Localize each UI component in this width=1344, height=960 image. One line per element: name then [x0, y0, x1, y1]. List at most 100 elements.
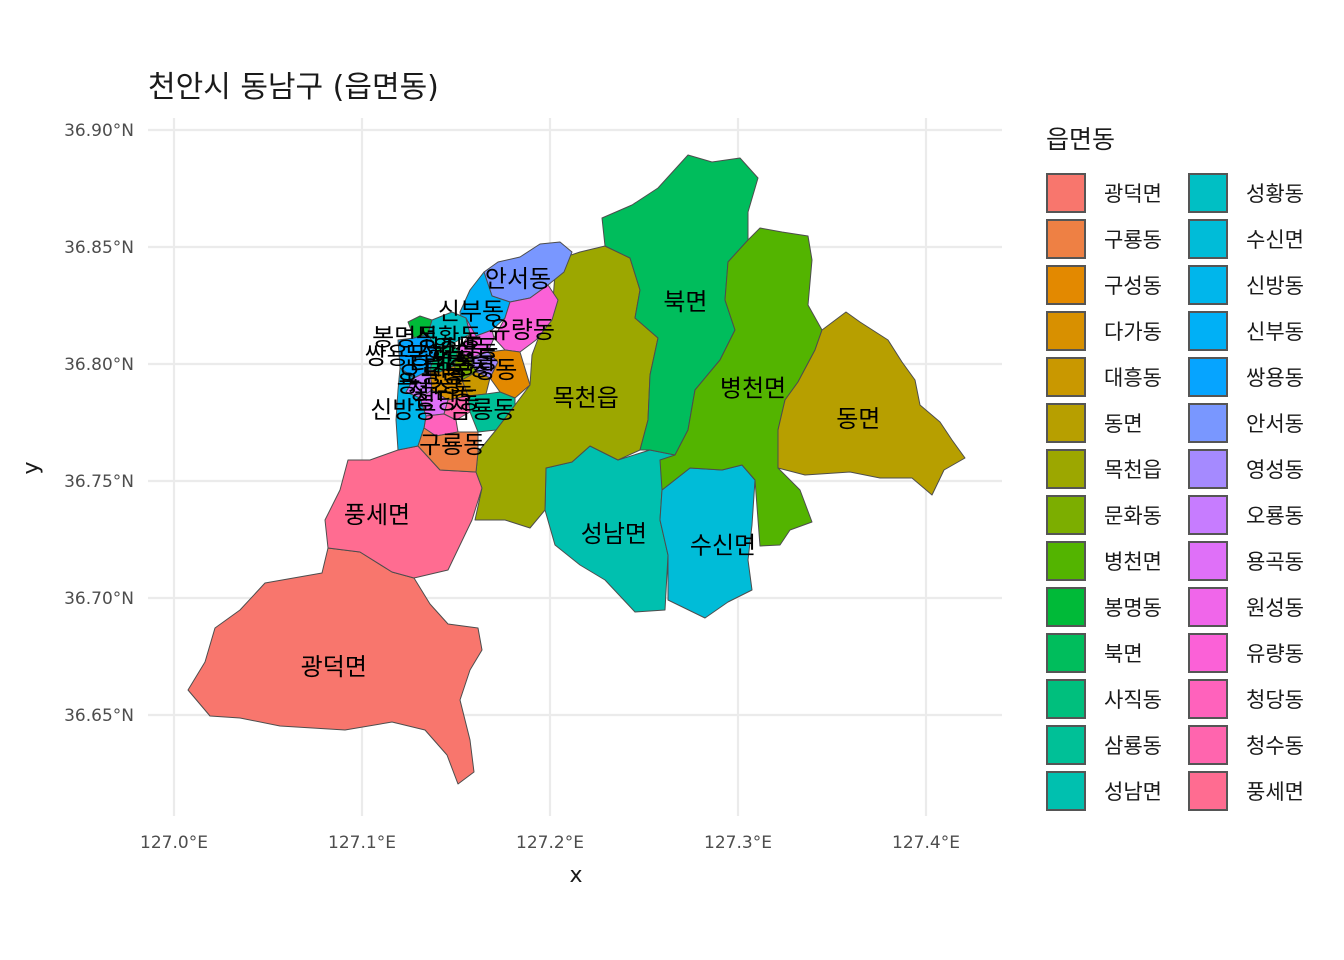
legend-label: 사직동 — [1104, 688, 1162, 712]
legend-label: 삼룡동 — [1104, 734, 1162, 758]
y-axis-label: y — [19, 461, 44, 474]
y-tick-label: 36.80°N — [64, 355, 134, 375]
legend-label: 문화동 — [1104, 504, 1162, 528]
legend-swatch — [1046, 403, 1086, 443]
legend-item[interactable]: 사직동 — [1046, 676, 1188, 722]
region-label: 사직동 — [419, 335, 485, 363]
legend-item[interactable]: 오룡동 — [1188, 492, 1330, 538]
legend-label: 다가동 — [1104, 320, 1162, 344]
legend-swatch — [1188, 541, 1228, 581]
legend-swatch — [1046, 771, 1086, 811]
legend-item[interactable]: 쌍용동 — [1188, 354, 1330, 400]
legend-item[interactable]: 원성동 — [1188, 584, 1330, 630]
region-dong[interactable] — [777, 311, 966, 496]
legend-swatch — [1046, 219, 1086, 259]
legend-item[interactable]: 북면 — [1046, 630, 1188, 676]
region-label: 다가동 — [410, 351, 476, 379]
legend-swatch — [1046, 587, 1086, 627]
legend-label: 영성동 — [1246, 458, 1304, 482]
y-tick-label: 36.90°N — [64, 121, 134, 141]
legend-item[interactable]: 다가동 — [1046, 308, 1188, 354]
legend-swatch — [1188, 587, 1228, 627]
region-label: 신방동 — [370, 396, 436, 424]
legend-swatch — [1188, 173, 1228, 213]
region-label: 목천읍 — [553, 384, 619, 412]
legend-item[interactable]: 청수동 — [1188, 722, 1330, 768]
legend-item[interactable]: 문화동 — [1046, 492, 1188, 538]
legend-swatch — [1046, 495, 1086, 535]
legend-item[interactable]: 신방동 — [1188, 262, 1330, 308]
y-axis-ticks: 36.90°N 36.85°N 36.80°N 36.75°N 36.70°N … — [64, 121, 134, 726]
legend-swatch — [1046, 449, 1086, 489]
region-label: 대흥동 — [425, 354, 491, 382]
legend-item[interactable]: 대흥동 — [1046, 354, 1188, 400]
legend-label: 원성동 — [1246, 596, 1304, 620]
legend-label: 신부동 — [1246, 320, 1304, 344]
region-label: 삼룡동 — [449, 396, 515, 424]
legend-swatch — [1188, 495, 1228, 535]
legend-label: 청수동 — [1246, 734, 1304, 758]
legend-label: 성황동 — [1246, 182, 1304, 206]
region-label: 쌍용동 — [365, 342, 431, 370]
region-cheongsu[interactable] — [443, 395, 471, 421]
legend-label: 안서동 — [1246, 412, 1304, 436]
legend-item[interactable]: 봉명동 — [1046, 584, 1188, 630]
legend-label: 유량동 — [1246, 642, 1304, 666]
region-label: 성황동 — [415, 323, 481, 351]
legend-item[interactable]: 병천면 — [1046, 538, 1188, 584]
legend-swatch — [1188, 357, 1228, 397]
region-yuryang[interactable] — [493, 284, 559, 353]
legend-title: 읍면동 — [1046, 125, 1116, 154]
legend-item[interactable]: 구룡동 — [1046, 216, 1188, 262]
region-label: 안서동 — [485, 265, 551, 293]
legend-item[interactable]: 성황동 — [1188, 170, 1330, 216]
y-tick-label: 36.70°N — [64, 589, 134, 609]
region-label: 유량동 — [489, 316, 555, 344]
region-label: 성남면 — [581, 520, 647, 548]
legend-item[interactable]: 풍세면 — [1188, 768, 1330, 814]
region-gwangdeok[interactable] — [187, 547, 483, 785]
legend-item[interactable]: 안서동 — [1188, 400, 1330, 446]
x-axis-ticks: 127.0°E 127.1°E 127.2°E 127.3°E 127.4°E — [140, 833, 960, 853]
legend-swatch — [1188, 771, 1228, 811]
y-tick-label: 36.75°N — [64, 472, 134, 492]
region-label: 청수동 — [408, 377, 474, 405]
region-guryong[interactable] — [417, 427, 479, 473]
legend-item[interactable]: 목천읍 — [1046, 446, 1188, 492]
legend-item[interactable]: 광덕면 — [1046, 170, 1188, 216]
legend-label: 대흥동 — [1104, 366, 1162, 390]
region-label: 풍세면 — [344, 501, 410, 529]
legend-item[interactable]: 신부동 — [1188, 308, 1330, 354]
region-seonghwang[interactable] — [427, 311, 471, 349]
region-byeongcheon[interactable] — [659, 227, 823, 547]
region-label: 병천면 — [720, 375, 786, 403]
legend-swatch — [1188, 219, 1228, 259]
legend-label: 광덕면 — [1104, 182, 1162, 206]
legend-item[interactable]: 수신면 — [1188, 216, 1330, 262]
legend-item[interactable]: 청당동 — [1188, 676, 1330, 722]
y-tick-label: 36.65°N — [64, 706, 134, 726]
legend-label: 수신면 — [1246, 228, 1304, 252]
legend-label: 병천면 — [1104, 550, 1162, 574]
legend-item[interactable]: 성남면 — [1046, 768, 1188, 814]
legend-label: 용곡동 — [1246, 550, 1304, 574]
legend-item[interactable]: 유량동 — [1188, 630, 1330, 676]
region-label: 청당동 — [413, 386, 479, 414]
legend-swatch — [1046, 679, 1086, 719]
legend-item[interactable]: 동면 — [1046, 400, 1188, 446]
region-polygons — [187, 154, 966, 785]
x-tick-label: 127.4°E — [892, 833, 960, 853]
legend-item[interactable]: 삼룡동 — [1046, 722, 1188, 768]
legend-label: 청당동 — [1246, 688, 1304, 712]
legend-swatch — [1046, 725, 1086, 765]
x-tick-label: 127.3°E — [704, 833, 772, 853]
legend-swatch — [1188, 679, 1228, 719]
region-samryong[interactable] — [467, 391, 516, 433]
legend-item[interactable]: 용곡동 — [1188, 538, 1330, 584]
legend-item[interactable]: 영성동 — [1188, 446, 1330, 492]
legend-item[interactable]: 구성동 — [1046, 262, 1188, 308]
region-label: 신부동 — [438, 298, 504, 326]
